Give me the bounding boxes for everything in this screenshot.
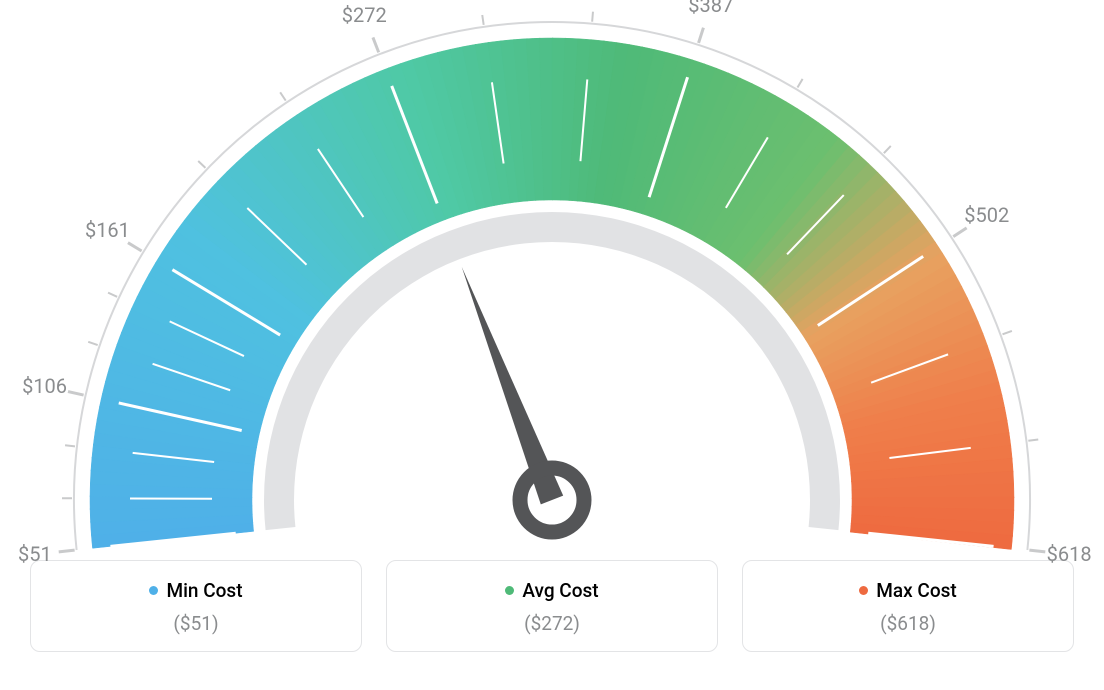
- legend-row: Min Cost ($51) Avg Cost ($272) Max Cost …: [0, 560, 1104, 652]
- legend-title-max: Max Cost: [859, 579, 956, 602]
- legend-card-avg: Avg Cost ($272): [386, 560, 718, 652]
- legend-value-min: ($51): [41, 612, 351, 635]
- legend-label-min: Min Cost: [166, 579, 242, 602]
- legend-dot-avg: [505, 586, 514, 595]
- legend-dot-max: [859, 586, 868, 595]
- gauge-svg: [0, 0, 1104, 560]
- gauge-chart: $51$106$161$272$387$502$618: [0, 0, 1104, 560]
- tick-label: $618: [1047, 542, 1092, 566]
- legend-label-max: Max Cost: [876, 579, 956, 602]
- legend-value-avg: ($272): [397, 612, 707, 635]
- tick-label: $387: [688, 0, 733, 17]
- legend-dot-min: [149, 586, 158, 595]
- tick-label: $51: [18, 542, 52, 566]
- legend-label-avg: Avg Cost: [522, 579, 598, 602]
- tick-label: $272: [342, 3, 387, 27]
- tick-label: $502: [964, 203, 1009, 227]
- tick-label: $161: [85, 218, 130, 242]
- legend-title-min: Min Cost: [149, 579, 242, 602]
- legend-card-min: Min Cost ($51): [30, 560, 362, 652]
- legend-card-max: Max Cost ($618): [742, 560, 1074, 652]
- tick-label: $106: [22, 374, 67, 398]
- legend-title-avg: Avg Cost: [505, 579, 598, 602]
- legend-value-max: ($618): [753, 612, 1063, 635]
